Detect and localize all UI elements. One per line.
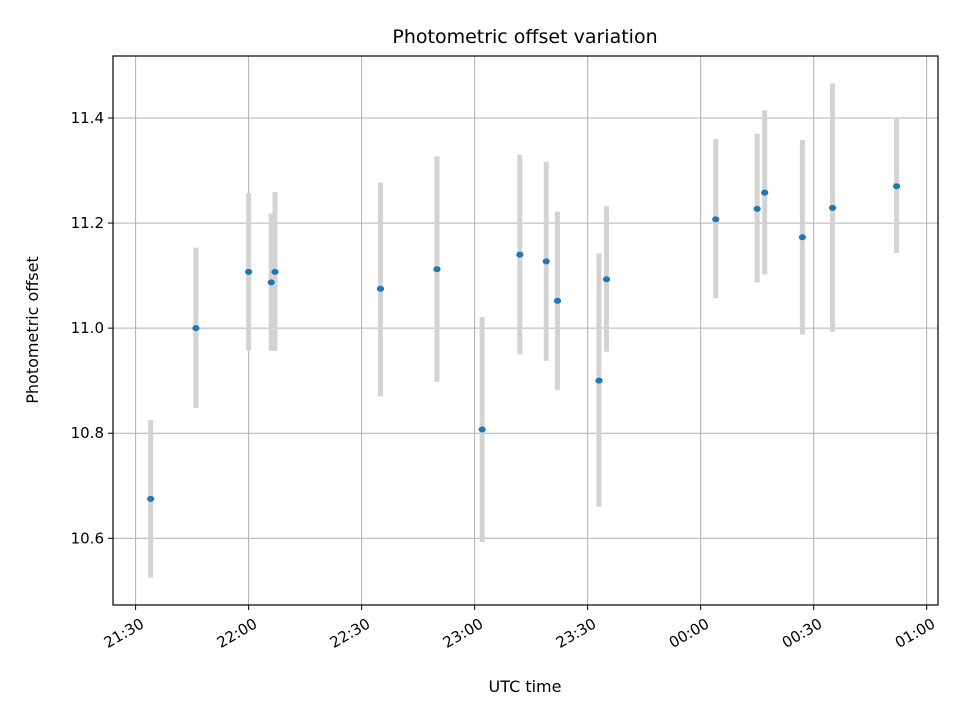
data-point (753, 205, 761, 212)
y-tick-label: 11.4 (71, 109, 104, 127)
data-point (271, 268, 279, 275)
data-point (892, 183, 901, 190)
data-points (147, 183, 901, 502)
data-point (542, 258, 550, 265)
data-point (602, 276, 611, 283)
data-point (516, 251, 524, 258)
data-point (712, 216, 720, 223)
plot-frame (112, 55, 939, 606)
data-point (245, 268, 253, 275)
data-point (478, 426, 486, 433)
y-tick-label: 11.2 (71, 214, 104, 232)
y-axis-title: Photometric offset (23, 256, 42, 404)
data-point (433, 266, 441, 273)
data-point (595, 377, 603, 384)
x-axis-title: UTC time (489, 677, 562, 696)
data-point (761, 189, 769, 196)
y-axis-ticks: 10.6 10.8 11.0 11.2 11.4 (71, 109, 113, 547)
data-point (553, 297, 562, 304)
data-point (798, 234, 806, 241)
data-point (376, 285, 385, 292)
data-point (192, 325, 200, 332)
chart-title: Photometric offset variation (392, 26, 657, 48)
y-tick-label: 10.6 (71, 529, 104, 547)
data-point (147, 495, 155, 502)
data-point (828, 204, 837, 211)
data-point (267, 279, 275, 286)
y-tick-label: 11.0 (71, 319, 104, 337)
y-tick-label: 10.8 (71, 424, 104, 442)
